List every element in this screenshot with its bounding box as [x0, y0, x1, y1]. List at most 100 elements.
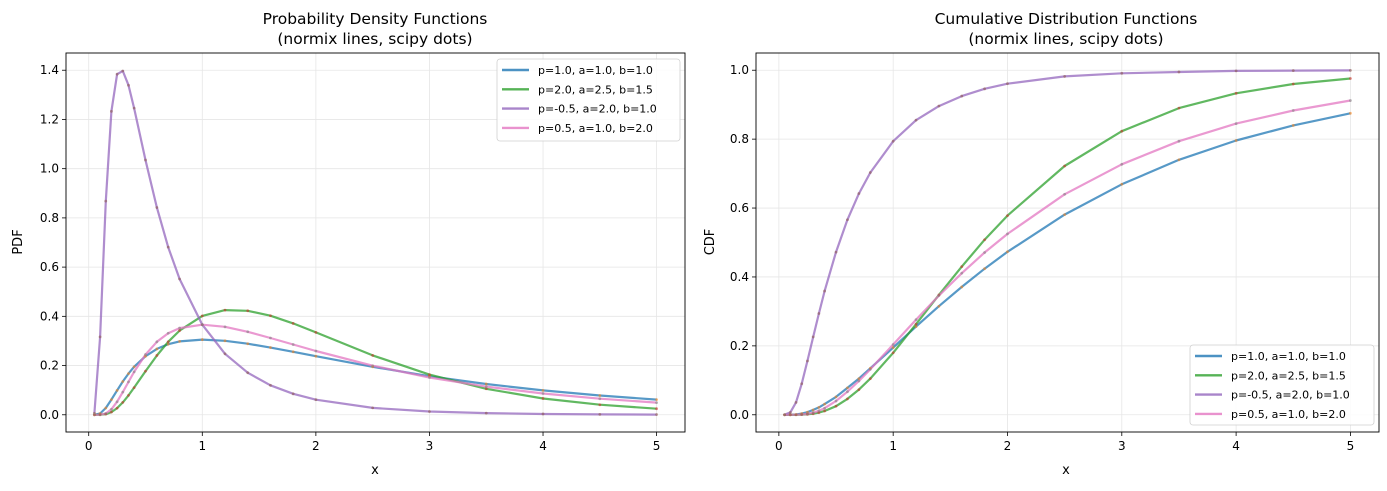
pdf-scipy-dot-2	[121, 69, 125, 73]
cdf-scipy-dot-1	[914, 322, 918, 326]
pdf-legend: p=1.0, a=1.0, b=1.0 p=2.0, a=2.5, b=1.5 p=…	[496, 58, 681, 142]
cdf-title: Cumulative Distribution Functions	[935, 10, 1198, 28]
pdf-scipy-dot-0	[121, 380, 125, 383]
pdf-scipy-dot-2	[132, 106, 136, 110]
cdf-scipy-dot-3	[868, 367, 872, 371]
cdf-scipy-dot-3	[846, 390, 849, 394]
pdf-scipy-dot-2	[314, 398, 318, 402]
pdf-scipy-dot-0	[178, 340, 181, 343]
pdf-series-line-0	[94, 338, 657, 416]
pdf-scipy-dot-1	[269, 314, 272, 318]
pdf-scipy-dot-0	[598, 394, 602, 397]
cdf-scipy-dot-2	[1120, 71, 1124, 75]
cdf-scipy-dot-2	[834, 250, 838, 254]
pdf-scipy-dot-3	[92, 413, 96, 417]
cdf-scipy-dot-0	[846, 386, 849, 390]
pdf-scipy-dot-0	[155, 347, 159, 351]
pdf-scipy-dot-0	[166, 342, 170, 346]
cdf-scipy-dot-2	[806, 359, 809, 363]
cdf-scipy-dot-0	[857, 377, 861, 380]
cdf-scipy-dot-2	[1234, 69, 1238, 73]
cdf-scipy-dot-1	[823, 409, 826, 413]
cdf-y-tick-label: 0.2	[730, 339, 749, 353]
pdf-scipy-dot-1	[200, 314, 204, 318]
cdf-scipy-dot-2	[857, 192, 861, 195]
pdf-scipy-dot-0	[655, 398, 659, 401]
pdf-scipy-dot-0	[127, 372, 130, 376]
pdf-legend-label: p=1.0, a=1.0, b=1.0	[538, 64, 653, 77]
pdf-scipy-dot-2	[246, 371, 250, 375]
cdf-scipy-dot-0	[1063, 213, 1067, 216]
cdf-scipy-dot-2	[1177, 70, 1181, 74]
cdf-scipy-dot-3	[834, 399, 838, 403]
cdf-scipy-dot-2	[891, 139, 895, 143]
pdf-scipy-dot-3	[155, 340, 159, 344]
pdf-scipy-dot-1	[371, 353, 375, 357]
pdf-scipy-dot-2	[104, 199, 108, 203]
pdf-ylabel: PDF	[11, 229, 26, 254]
pdf-scipy-dot-1	[598, 403, 602, 407]
cdf-scipy-dot-0	[1234, 139, 1238, 142]
pdf-x-tick-label: 5	[653, 439, 661, 453]
cdf-scipy-dot-1	[1234, 91, 1238, 95]
cdf-x-tick-label: 4	[1232, 439, 1240, 453]
cdf-scipy-dot-2	[811, 335, 815, 339]
pdf-scipy-dot-1	[155, 354, 159, 357]
pdf-scipy-dot-1	[144, 369, 147, 373]
pdf-scipy-dot-2	[269, 383, 272, 387]
pdf-scipy-dot-0	[115, 388, 119, 392]
cdf-x-tick-label: 1	[889, 439, 897, 453]
pdf-scipy-dot-2	[655, 413, 659, 416]
pdf-scipy-dot-2	[144, 158, 147, 162]
cdf-legend-label: p=2.0, a=2.5, b=1.5	[1231, 369, 1346, 382]
cdf-axes-frame	[755, 52, 1380, 433]
cdf-scipy-dot-1	[1120, 129, 1124, 133]
pdf-scipy-dot-2	[115, 72, 119, 76]
cdf-scipy-dot-3	[1349, 99, 1352, 102]
cdf-scipy-dot-2	[823, 289, 826, 293]
pdf-scipy-dot-0	[291, 350, 295, 354]
cdf-scipy-dot-3	[914, 318, 918, 322]
cdf-legend-label: p=0.5, a=1.0, b=2.0	[1231, 408, 1346, 421]
cdf-scipy-dot-3	[891, 343, 895, 346]
pdf-subtitle: (normix lines, scipy dots)	[277, 30, 472, 48]
cdf-scipy-dot-3	[983, 251, 987, 254]
cdf-scipy-dot-2	[1006, 82, 1009, 86]
cdf-scipy-dot-1	[960, 265, 964, 269]
pdf-scipy-dot-3	[541, 392, 545, 395]
cdf-panel: Cumulative Distribution Functions (normi…	[703, 10, 1380, 478]
pdf-y-tick-label: 0.6	[40, 260, 59, 274]
cdf-scipy-dot-3	[1006, 232, 1009, 236]
pdf-x-tick-label: 1	[198, 439, 206, 453]
cdf-scipy-dot-3	[1063, 192, 1067, 196]
pdf-scipy-dot-3	[121, 390, 125, 394]
cdf-scipy-dot-1	[857, 388, 861, 392]
pdf-scipy-dot-3	[110, 407, 113, 411]
cdf-scipy-dot-2	[1291, 69, 1295, 72]
pdf-scipy-dot-1	[132, 386, 136, 390]
pdf-scipy-dot-3	[371, 364, 375, 368]
pdf-scipy-dot-0	[104, 406, 108, 410]
cdf-xlabel: x	[1062, 463, 1070, 478]
cdf-x-tick-label: 3	[1118, 439, 1126, 453]
pdf-legend-label: p=-0.5, a=2.0, b=1.0	[538, 103, 657, 116]
pdf-scipy-dot-3	[269, 336, 272, 340]
pdf-scipy-dot-1	[541, 397, 545, 400]
pdf-panel: Probability Density Functions (normix li…	[11, 10, 686, 478]
pdf-scipy-dot-2	[98, 335, 102, 339]
cdf-scipy-dot-0	[983, 267, 987, 271]
cdf-scipy-dot-0	[1120, 182, 1124, 186]
cdf-scipy-dot-3	[857, 379, 861, 383]
cdf-scipy-dot-0	[834, 395, 838, 399]
cdf-scipy-dot-3	[937, 294, 941, 297]
pdf-scipy-dot-3	[246, 330, 250, 334]
cdf-scipy-dot-2	[846, 218, 849, 222]
cdf-scipy-dot-3	[806, 412, 809, 416]
cdf-scipy-dot-0	[823, 402, 826, 406]
pdf-scipy-dot-2	[371, 406, 375, 410]
cdf-scipy-dot-0	[914, 325, 918, 328]
pdf-scipy-dot-3	[428, 376, 431, 379]
cdf-scipy-dot-2	[868, 171, 872, 174]
pdf-scipy-dot-3	[223, 325, 227, 329]
cdf-scipy-dot-1	[891, 351, 895, 355]
